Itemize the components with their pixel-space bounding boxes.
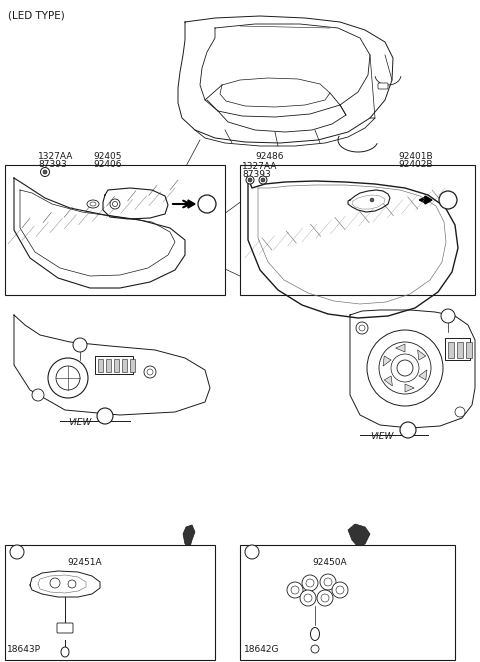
Polygon shape — [188, 200, 195, 208]
Text: 92451A: 92451A — [68, 558, 102, 567]
Polygon shape — [183, 525, 195, 547]
Polygon shape — [396, 344, 405, 352]
Circle shape — [391, 354, 419, 382]
FancyBboxPatch shape — [240, 545, 455, 660]
Circle shape — [68, 580, 76, 588]
Circle shape — [287, 582, 303, 598]
FancyBboxPatch shape — [378, 83, 388, 89]
Circle shape — [356, 322, 368, 334]
Circle shape — [48, 358, 88, 398]
Text: 87393: 87393 — [242, 170, 271, 179]
Circle shape — [367, 330, 443, 406]
Circle shape — [300, 590, 316, 606]
Text: VIEW: VIEW — [68, 418, 91, 427]
FancyBboxPatch shape — [106, 359, 111, 372]
Circle shape — [321, 594, 329, 602]
Circle shape — [439, 191, 457, 209]
Circle shape — [306, 579, 314, 587]
Circle shape — [10, 545, 24, 559]
Ellipse shape — [311, 628, 320, 641]
Circle shape — [291, 586, 299, 594]
FancyBboxPatch shape — [466, 342, 472, 358]
Text: (LED TYPE): (LED TYPE) — [8, 10, 65, 20]
Text: a: a — [78, 340, 83, 350]
Circle shape — [144, 366, 156, 378]
Polygon shape — [419, 370, 427, 380]
Circle shape — [359, 325, 365, 331]
Text: 1327AA: 1327AA — [242, 162, 277, 171]
Polygon shape — [405, 384, 414, 392]
Circle shape — [304, 594, 312, 602]
Circle shape — [97, 408, 113, 424]
Text: 92406: 92406 — [93, 160, 121, 169]
Text: 92402B: 92402B — [398, 160, 432, 169]
Circle shape — [441, 309, 455, 323]
Polygon shape — [384, 376, 392, 386]
Circle shape — [248, 178, 252, 182]
Text: A: A — [203, 199, 211, 209]
Circle shape — [370, 198, 374, 202]
Circle shape — [400, 422, 416, 438]
Text: a: a — [14, 547, 19, 557]
Circle shape — [110, 199, 120, 209]
Text: VIEW: VIEW — [370, 432, 394, 441]
FancyBboxPatch shape — [95, 356, 133, 374]
Ellipse shape — [87, 200, 99, 208]
Ellipse shape — [61, 647, 69, 657]
Text: 1327AA: 1327AA — [38, 152, 73, 161]
FancyBboxPatch shape — [445, 338, 470, 360]
FancyBboxPatch shape — [448, 342, 454, 358]
Text: 92486: 92486 — [255, 152, 284, 161]
Text: A: A — [102, 412, 108, 420]
Text: B: B — [405, 426, 411, 434]
Polygon shape — [418, 350, 426, 360]
Circle shape — [336, 586, 344, 594]
Circle shape — [32, 389, 44, 401]
Circle shape — [245, 545, 259, 559]
Circle shape — [40, 167, 49, 177]
Circle shape — [147, 369, 153, 375]
Text: 92450A: 92450A — [312, 558, 348, 567]
Circle shape — [112, 201, 118, 207]
Circle shape — [56, 366, 80, 390]
Circle shape — [379, 342, 431, 394]
Circle shape — [259, 176, 267, 184]
Circle shape — [246, 176, 254, 184]
FancyBboxPatch shape — [5, 545, 215, 660]
Polygon shape — [383, 356, 391, 366]
Text: B: B — [444, 195, 452, 205]
Circle shape — [73, 338, 87, 352]
FancyBboxPatch shape — [57, 623, 73, 633]
FancyBboxPatch shape — [457, 342, 463, 358]
Circle shape — [324, 578, 332, 586]
Text: b: b — [250, 547, 254, 557]
Ellipse shape — [90, 202, 96, 206]
Circle shape — [320, 574, 336, 590]
FancyBboxPatch shape — [98, 359, 103, 372]
FancyBboxPatch shape — [240, 165, 475, 295]
Text: 18643P: 18643P — [7, 645, 41, 655]
FancyBboxPatch shape — [114, 359, 119, 372]
Text: b: b — [445, 312, 450, 320]
Text: 92401B: 92401B — [398, 152, 432, 161]
Text: 18642G: 18642G — [244, 645, 279, 655]
FancyBboxPatch shape — [130, 359, 135, 372]
Circle shape — [43, 170, 47, 174]
Circle shape — [311, 645, 319, 653]
Circle shape — [302, 575, 318, 591]
Circle shape — [397, 360, 413, 376]
Circle shape — [332, 582, 348, 598]
Polygon shape — [425, 196, 432, 204]
Text: 87393: 87393 — [38, 160, 67, 169]
FancyBboxPatch shape — [5, 165, 225, 295]
FancyBboxPatch shape — [122, 359, 127, 372]
Circle shape — [198, 195, 216, 213]
Circle shape — [261, 178, 265, 182]
Text: 92405: 92405 — [93, 152, 121, 161]
Circle shape — [50, 578, 60, 588]
Circle shape — [317, 590, 333, 606]
Polygon shape — [348, 524, 370, 547]
Circle shape — [455, 407, 465, 417]
